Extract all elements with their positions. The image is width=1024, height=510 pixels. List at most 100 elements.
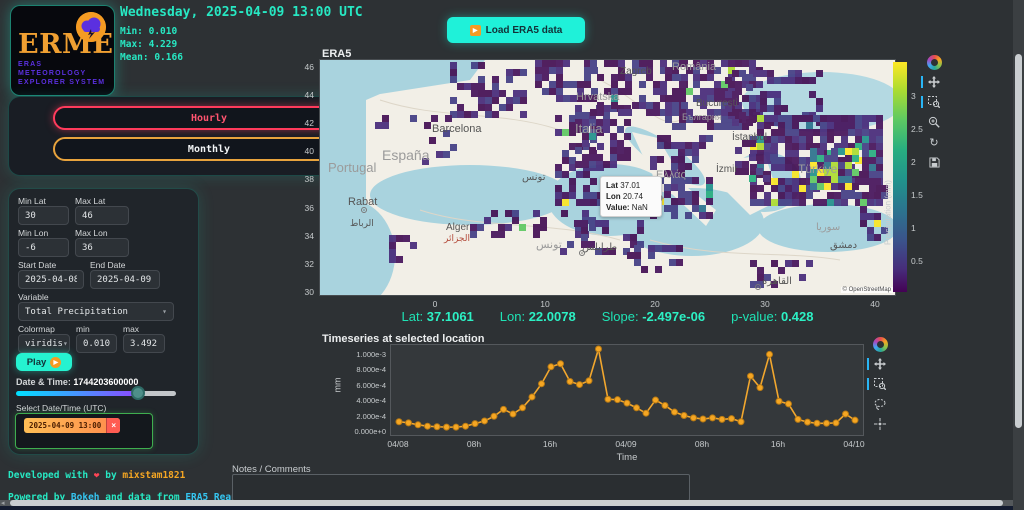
svg-text:Barcelona: Barcelona: [432, 123, 482, 135]
max-lon-input[interactable]: [75, 238, 129, 257]
min-lat-input[interactable]: [18, 206, 69, 225]
play-icon: ▶: [469, 24, 481, 36]
datetime-slider-handle[interactable]: [131, 386, 145, 400]
svg-text:Italia: Italia: [575, 121, 603, 136]
end-date-label: End Date: [90, 260, 126, 270]
chevron-down-icon: ▾: [62, 339, 68, 348]
svg-text:Alger: Alger: [446, 222, 470, 233]
datetime-slider[interactable]: [16, 386, 176, 400]
stat-lat: 37.1061: [426, 309, 474, 324]
author-link[interactable]: mixstam1821: [122, 470, 186, 481]
min-lon-input[interactable]: [18, 238, 69, 257]
hourly-button[interactable]: Hourly: [53, 106, 365, 130]
colormap-select[interactable]: viridis ▾: [18, 334, 70, 353]
bottom-bar: [0, 506, 1024, 510]
stat-pvalue: 0.428: [780, 309, 814, 324]
reset-tool-button[interactable]: ↻: [929, 136, 939, 149]
stat-max: Max: 4.229: [120, 39, 178, 50]
timeseries-title: Timeseries at selected location: [322, 333, 485, 345]
svg-text:Ελλάς: Ελλάς: [656, 169, 686, 181]
max-lat-input[interactable]: [75, 206, 129, 225]
timeseries-x-tick: 16h: [770, 439, 786, 449]
map-x-tick: 30: [760, 299, 770, 309]
start-date-input[interactable]: [18, 270, 84, 289]
svg-text:İstanbul: İstanbul: [732, 130, 767, 143]
timeseries-y-tick: 6.000e-4: [356, 380, 386, 390]
timeseries-y-tick: 4.000e-4: [356, 396, 386, 406]
map-x-tick: 0: [432, 299, 438, 309]
stat-lon: 22.0078: [528, 309, 576, 324]
era5-map-plot[interactable]: Portugal España Barcelona Italia Hrvatska Zag…: [319, 59, 896, 296]
end-date-input[interactable]: [90, 270, 160, 289]
powered-by-text: Powered by Bokeh and data from ERA5 Rean…: [8, 492, 272, 503]
play-icon: ▶: [50, 356, 62, 368]
svg-text:القاهرة: القاهرة: [762, 276, 792, 287]
colorbar: [893, 62, 907, 292]
era5-link[interactable]: ERA5 Reanalysis: [185, 492, 272, 503]
horizontal-scrollbar-handle[interactable]: [10, 500, 1003, 506]
remove-tag-icon[interactable]: ×: [106, 418, 121, 433]
max-lat-label: Max Lat: [75, 196, 106, 206]
play-button[interactable]: Play ▶: [16, 353, 72, 371]
timeseries-x-axis-label: Time: [616, 452, 638, 463]
chevron-down-icon: ▾: [162, 307, 167, 316]
timeseries-x-tick: 08h: [694, 439, 710, 449]
load-era5-data-button[interactable]: ▶ Load ERA5 data: [447, 17, 585, 43]
monthly-button[interactable]: Monthly: [53, 137, 365, 161]
colorbar-tick: 1.5: [911, 189, 923, 200]
colorbar-tick: 2.5: [911, 123, 923, 134]
stat-min: Min: 0.010: [120, 26, 178, 37]
vertical-scrollbar-handle[interactable]: [1015, 54, 1022, 428]
colormap-label: Colormap: [18, 324, 55, 334]
timeseries-y-tick: 0.000e+0: [354, 427, 387, 436]
colorbar-tick: 3: [911, 90, 916, 101]
box-zoom-icon: [874, 378, 886, 390]
save-tool-button[interactable]: [926, 154, 942, 170]
map-y-tick: 30: [304, 286, 314, 297]
svg-text:București: București: [696, 98, 738, 109]
logo-subtitle-1: ERAS METEOROLOGY: [18, 61, 87, 77]
pan-icon: [928, 76, 940, 88]
variable-select[interactable]: Total Precipitation ▾: [18, 302, 174, 321]
map-toolbar: ↻: [921, 55, 942, 170]
pan-icon: [874, 358, 886, 370]
svg-text:España: España: [382, 147, 430, 163]
svg-text:România: România: [672, 61, 717, 73]
box-zoom-icon: [928, 96, 940, 108]
timeseries-x-tick: 04/10: [843, 439, 865, 449]
scroll-left-arrow-icon[interactable]: ◂: [1, 500, 5, 507]
map-plot-title: ERA5: [322, 48, 352, 60]
box-zoom-tool-button[interactable]: [921, 94, 942, 110]
svg-text:الجزائر: الجزائر: [443, 233, 470, 243]
svg-text:İzmir: İzmir: [716, 162, 738, 175]
map-y-tick: 40: [304, 146, 314, 157]
pan-tool-button[interactable]: [867, 356, 888, 372]
map-y-tick: 36: [304, 202, 314, 213]
svg-text:Zagreb: Zagreb: [620, 66, 652, 77]
hover-tool-button[interactable]: [872, 416, 888, 432]
lasso-select-icon: [874, 399, 886, 410]
timeseries-plot[interactable]: [390, 344, 864, 436]
box-zoom-tool-button[interactable]: [867, 376, 888, 392]
datetime-multiselect[interactable]: 2025-04-09 13:00 ×: [15, 413, 153, 449]
cmin-input[interactable]: [76, 334, 117, 353]
notes-textarea[interactable]: [232, 474, 690, 501]
developed-by-text: Developed with ❤ by mixstam1821: [8, 470, 186, 481]
ermes-logo: ERMES ERAS METEOROLOGY EXPLORER SYSTEM: [10, 5, 115, 96]
timeseries-y-tick: 2.000e-4: [356, 411, 386, 421]
bokeh-logo-icon[interactable]: [926, 55, 942, 70]
svg-text:طرابلس: طرابلس: [582, 242, 617, 253]
osm-attribution[interactable]: © OpenStreetMap: [840, 287, 893, 293]
min-lon-label: Min Lon: [18, 228, 49, 238]
bokeh-link[interactable]: Bokeh: [70, 492, 100, 503]
wheel-zoom-tool-button[interactable]: [926, 114, 942, 130]
lasso-select-tool-button[interactable]: [872, 396, 888, 412]
hover-icon: [874, 418, 886, 430]
play-button-label: Play: [26, 356, 47, 368]
selected-datetime-tag[interactable]: 2025-04-09 13:00 ×: [24, 418, 121, 433]
pan-tool-button[interactable]: [921, 74, 942, 90]
cmax-input[interactable]: [123, 334, 165, 353]
map-y-tick: 32: [304, 258, 314, 269]
bokeh-logo-icon[interactable]: [872, 337, 888, 352]
timeseries-canvas: [395, 345, 859, 431]
